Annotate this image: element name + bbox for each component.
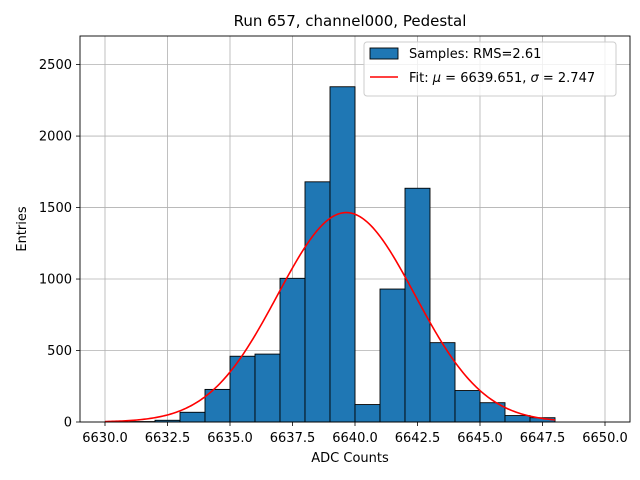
x-tick-label: 6645.0 [457,431,503,446]
x-tick-label: 6647.5 [520,431,566,446]
legend-fit-sigma-text: = 2.747 [539,71,595,86]
histogram-bar [304,181,331,423]
chart-title: Run 657, channel000, Pedestal [234,12,467,30]
x-axis-ticks: 6630.0 6632.5 6635.0 6637.5 6640.0 6642.5 6645… [82,422,628,446]
histogram-bar [429,342,456,423]
y-tick-label: 500 [47,344,72,359]
legend-fit-mu-symbol: μ [432,71,441,86]
y-axis-label: Entries [15,206,30,252]
legend-box [363,41,617,97]
x-axis-label: ADC Counts [311,451,389,466]
x-tick-label: 6637.5 [270,431,316,446]
y-tick-label: 0 [64,416,72,431]
histogram-bar [379,288,406,423]
y-tick-label: 2500 [39,58,72,73]
legend: Samples: RMS=2.61 Fit: μ = 6639.651, σ =… [363,41,617,97]
y-tick-label: 1500 [39,201,72,216]
x-tick-label: 6650.0 [582,431,628,446]
x-tick-label: 6640.0 [332,431,378,446]
x-tick-label: 6632.5 [145,431,191,446]
histogram-bar [404,187,431,423]
legend-fit-prefix: Fit: [409,71,433,86]
histogram-bar [504,415,531,423]
histogram-bar [204,388,231,423]
histogram-bar [329,86,356,423]
legend-label-samples: Samples: RMS=2.61 [409,47,541,62]
histogram-bar [354,404,381,423]
histogram-bar [254,353,281,423]
histogram-bar [454,390,481,423]
legend-swatch-samples [369,47,399,60]
histogram-bar [279,277,306,423]
legend-label-fit: Fit: μ = 6639.651, σ = 2.747 [409,71,595,86]
plot-area [79,35,631,423]
x-tick-label: 6642.5 [395,431,441,446]
fit-curve [104,211,556,423]
y-axis-ticks: 0 500 1000 1500 2000 2500 [39,58,80,431]
legend-fit-sigma-symbol: σ [531,71,540,86]
y-tick-label: 2000 [39,130,72,145]
histogram-bar [179,411,206,423]
x-tick-label: 6635.0 [207,431,253,446]
y-tick-label: 1000 [39,273,72,288]
x-tick-label: 6630.0 [82,431,128,446]
legend-fit-mu-text: = 6639.651, [441,71,530,86]
